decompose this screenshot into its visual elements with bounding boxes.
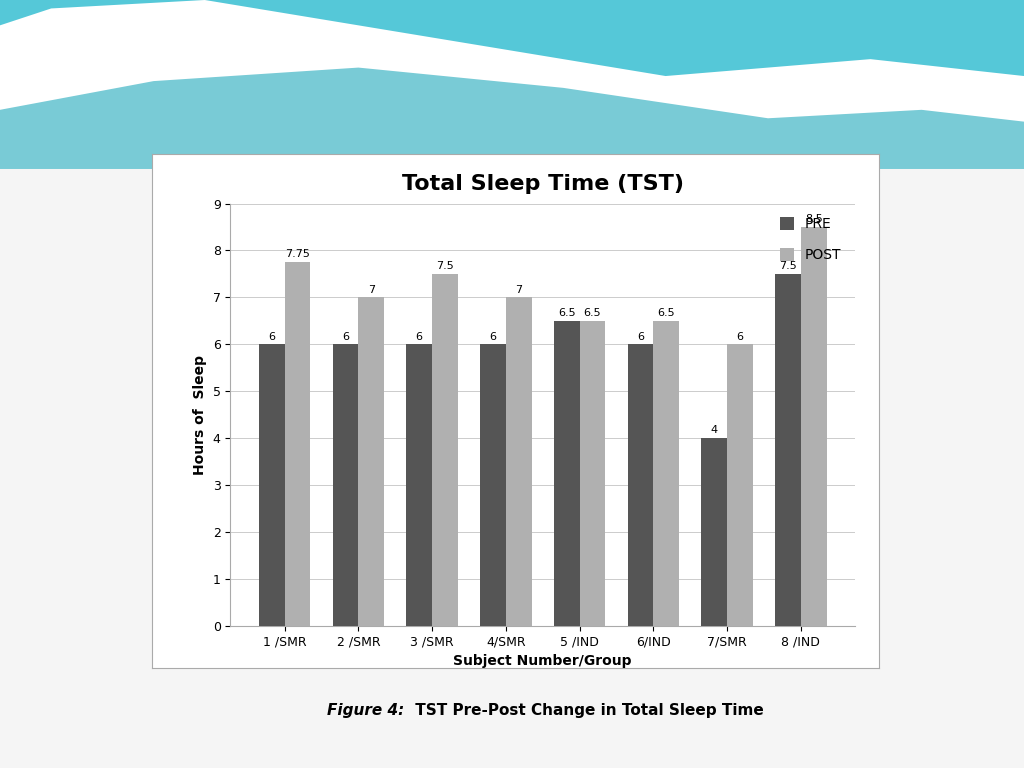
Bar	[480, 344, 506, 626]
Text: 7.5: 7.5	[436, 261, 454, 271]
Bar	[285, 262, 310, 626]
X-axis label: Subject Number/Group: Subject Number/Group	[454, 654, 632, 668]
Bar	[775, 274, 801, 626]
Bar	[554, 321, 580, 626]
Bar	[432, 274, 458, 626]
Text: 6.5: 6.5	[558, 308, 575, 318]
Text: 6: 6	[268, 332, 275, 342]
Text: 6.5: 6.5	[657, 308, 675, 318]
Text: 7.5: 7.5	[779, 261, 797, 271]
Legend: PRE, POST: PRE, POST	[773, 210, 848, 269]
Text: 6: 6	[489, 332, 497, 342]
Bar	[358, 297, 384, 626]
Text: TST Pre-Post Change in Total Sleep Time: TST Pre-Post Change in Total Sleep Time	[410, 703, 763, 718]
Y-axis label: Hours of  Sleep: Hours of Sleep	[194, 355, 207, 475]
Bar	[701, 439, 727, 626]
Text: 4: 4	[711, 425, 718, 435]
Bar	[333, 344, 358, 626]
Text: 7: 7	[368, 285, 375, 295]
Polygon shape	[0, 0, 1024, 169]
Text: 6.5: 6.5	[584, 308, 601, 318]
Text: 6: 6	[736, 332, 743, 342]
Polygon shape	[0, 0, 1024, 169]
Bar	[580, 321, 605, 626]
Bar	[727, 344, 753, 626]
Bar	[801, 227, 826, 626]
Text: 6: 6	[416, 332, 423, 342]
Bar	[259, 344, 285, 626]
Polygon shape	[0, 68, 1024, 169]
Bar	[653, 321, 679, 626]
Title: Total Sleep Time (TST): Total Sleep Time (TST)	[401, 174, 684, 194]
Text: 6: 6	[637, 332, 644, 342]
Text: 7.75: 7.75	[285, 250, 310, 260]
Bar	[506, 297, 531, 626]
Text: Figure 4:: Figure 4:	[328, 703, 404, 718]
Bar	[628, 344, 653, 626]
Text: 8.5: 8.5	[805, 214, 822, 224]
Polygon shape	[0, 25, 1024, 169]
Bar	[407, 344, 432, 626]
Text: 6: 6	[342, 332, 349, 342]
Text: 7: 7	[515, 285, 522, 295]
